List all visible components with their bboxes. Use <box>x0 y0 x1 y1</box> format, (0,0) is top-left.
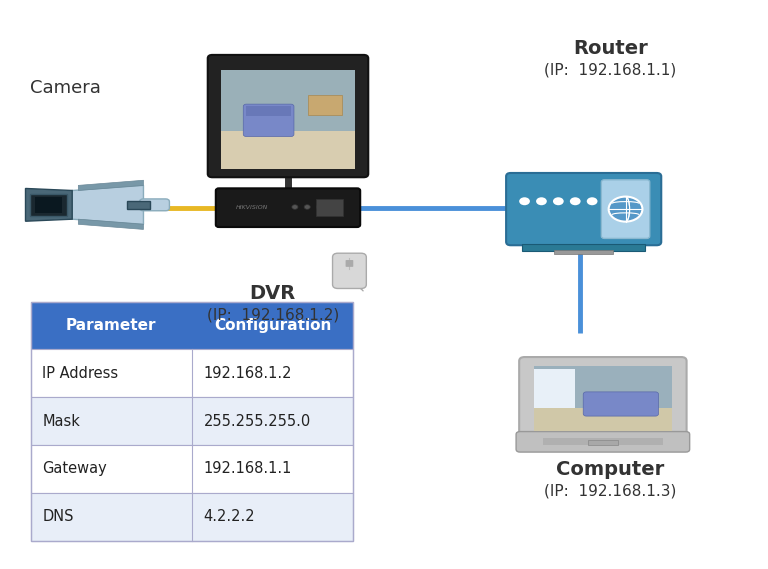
Bar <box>308 94 342 114</box>
Text: (IP:  192.168.1.2): (IP: 192.168.1.2) <box>207 307 339 322</box>
Circle shape <box>519 197 530 205</box>
FancyBboxPatch shape <box>207 55 369 178</box>
Text: (IP:  192.168.1.1): (IP: 192.168.1.1) <box>545 63 677 77</box>
FancyBboxPatch shape <box>519 357 687 442</box>
Polygon shape <box>25 188 72 221</box>
Text: DNS: DNS <box>42 509 74 524</box>
Bar <box>534 366 672 408</box>
FancyBboxPatch shape <box>506 173 661 245</box>
Bar <box>247 106 291 117</box>
Bar <box>221 131 355 170</box>
Bar <box>31 445 353 493</box>
FancyBboxPatch shape <box>583 392 658 416</box>
Text: 4.2.2.2: 4.2.2.2 <box>204 509 255 524</box>
Text: (IP:  192.168.1.3): (IP: 192.168.1.3) <box>545 484 677 498</box>
Circle shape <box>587 197 598 205</box>
Text: Parameter: Parameter <box>66 318 157 333</box>
Bar <box>554 250 613 254</box>
Circle shape <box>292 205 298 209</box>
Circle shape <box>608 197 642 222</box>
Bar <box>31 302 353 349</box>
Bar <box>31 493 353 541</box>
Polygon shape <box>72 185 144 224</box>
FancyBboxPatch shape <box>601 180 650 238</box>
FancyBboxPatch shape <box>243 104 294 137</box>
Text: Gateway: Gateway <box>42 461 107 476</box>
Bar <box>543 438 663 445</box>
Bar <box>221 69 355 131</box>
Bar <box>522 244 645 251</box>
Text: Camera: Camera <box>30 79 101 97</box>
Bar <box>31 193 68 216</box>
Circle shape <box>570 197 581 205</box>
Bar <box>31 349 353 397</box>
Text: DVR: DVR <box>250 283 296 303</box>
Circle shape <box>553 197 564 205</box>
Bar <box>35 197 62 213</box>
Bar <box>31 397 353 445</box>
Text: 192.168.1.2: 192.168.1.2 <box>204 366 292 381</box>
FancyBboxPatch shape <box>258 205 318 220</box>
Text: HIKVISION: HIKVISION <box>236 204 268 209</box>
Bar <box>534 369 575 408</box>
FancyBboxPatch shape <box>516 431 690 452</box>
Bar <box>31 302 353 541</box>
FancyBboxPatch shape <box>216 188 360 227</box>
Text: Mask: Mask <box>42 414 80 428</box>
Polygon shape <box>78 219 144 229</box>
Text: Computer: Computer <box>557 460 664 479</box>
FancyBboxPatch shape <box>333 253 366 288</box>
Circle shape <box>536 197 547 205</box>
Bar <box>588 440 618 445</box>
Text: IP Address: IP Address <box>42 366 118 381</box>
Circle shape <box>304 205 310 209</box>
Polygon shape <box>78 180 144 191</box>
Bar <box>221 70 355 170</box>
Bar <box>316 199 343 216</box>
Bar <box>534 408 672 431</box>
Text: Router: Router <box>573 39 648 58</box>
Bar <box>127 201 150 209</box>
Text: 192.168.1.1: 192.168.1.1 <box>204 461 292 476</box>
Circle shape <box>316 205 323 209</box>
Circle shape <box>329 205 335 209</box>
Bar <box>534 366 672 431</box>
FancyBboxPatch shape <box>346 260 353 267</box>
Text: 255.255.255.0: 255.255.255.0 <box>204 414 311 428</box>
Text: Configuration: Configuration <box>214 318 331 333</box>
FancyBboxPatch shape <box>140 199 170 211</box>
